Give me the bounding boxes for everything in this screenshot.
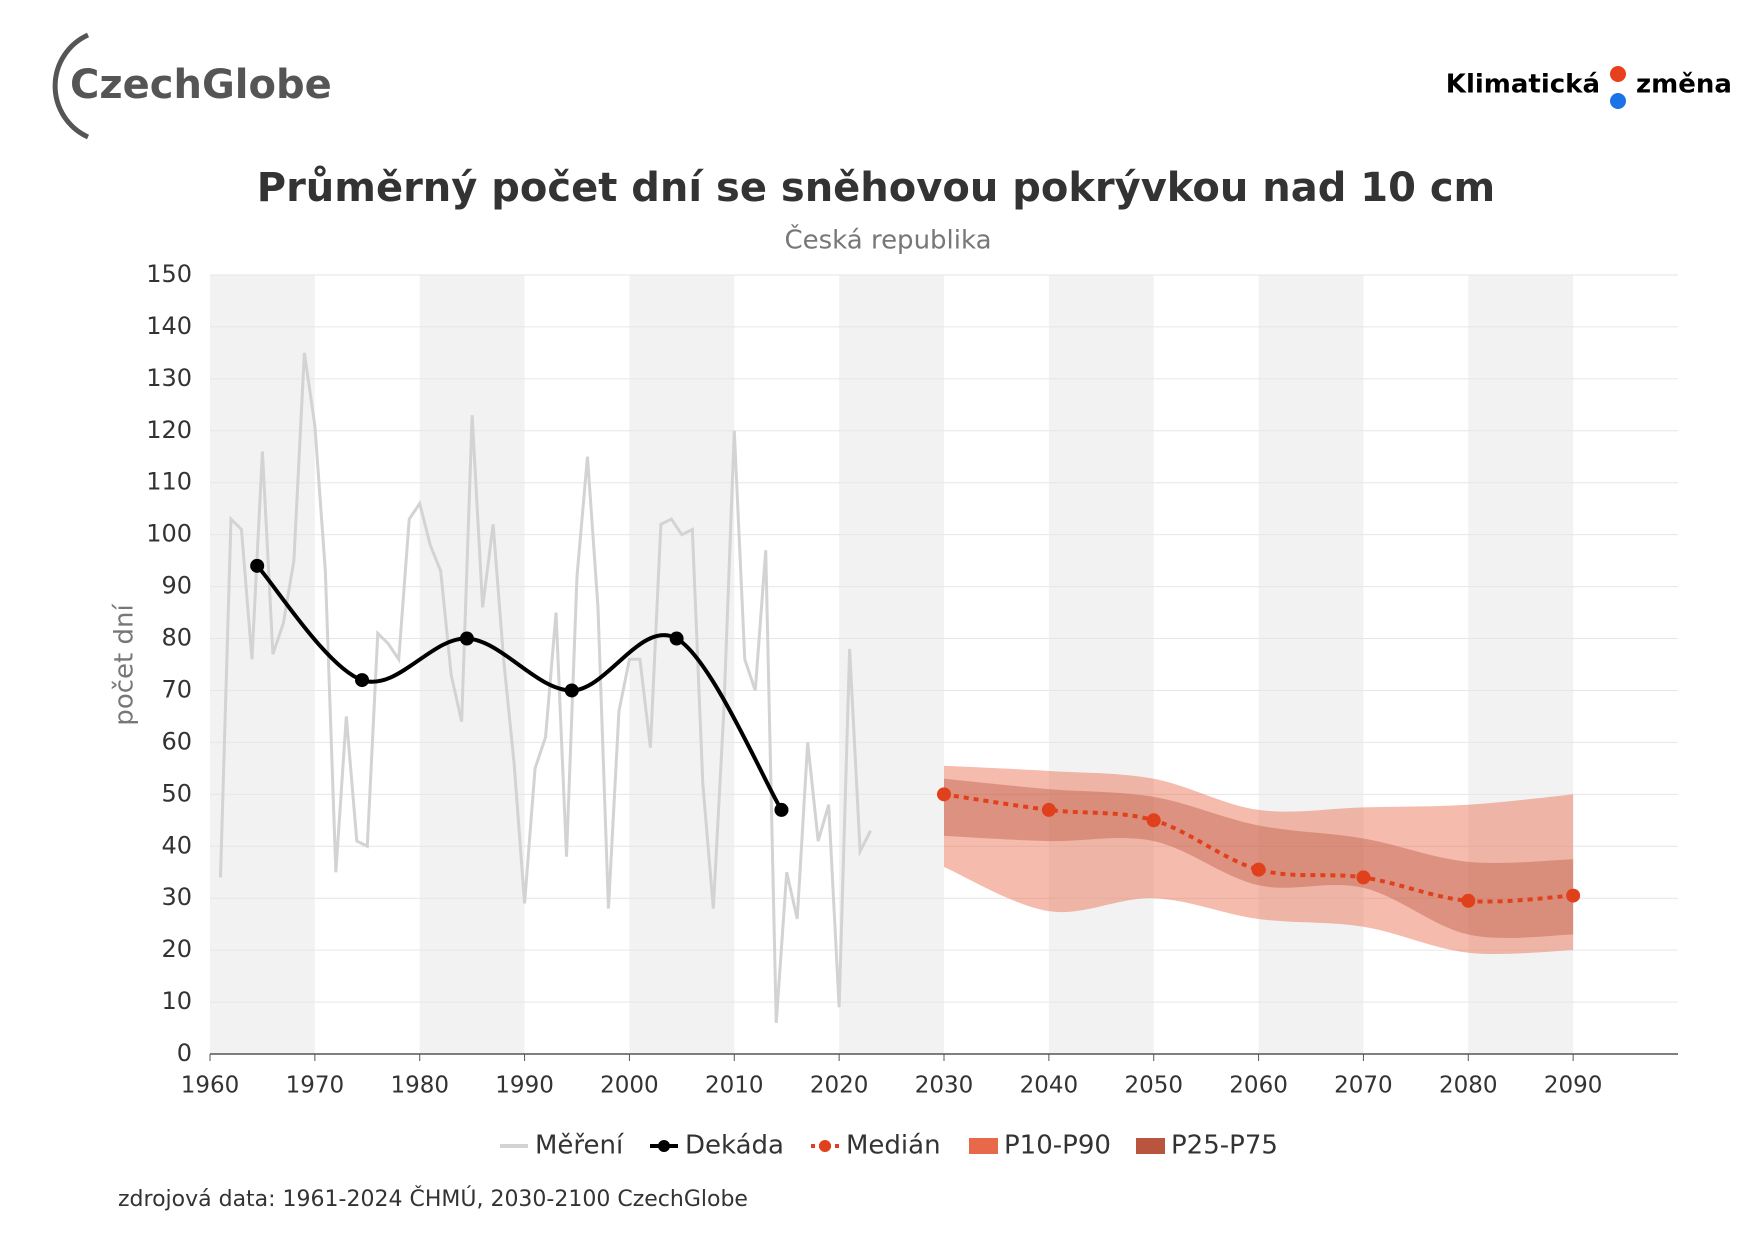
point (1461, 893, 1476, 908)
series-line (218, 352, 872, 1023)
y-tick-label: 110 (146, 468, 192, 496)
x-tick-label: 2090 (1544, 1073, 1603, 1099)
legend-swatch (969, 1138, 998, 1154)
y-tick-label: 130 (146, 364, 192, 392)
chart-title: Průměrný počet dní se sněhovou pokrývkou… (257, 164, 1495, 211)
band-area (944, 778, 1574, 939)
source-note: zdrojová data: 1961-2024 ČHMÚ, 2030-2100… (118, 1186, 748, 1212)
x-tick-label: 2010 (705, 1073, 764, 1099)
legend-label: P10-P90 (1004, 1131, 1111, 1161)
y-tick-label: 70 (161, 675, 192, 703)
point (459, 631, 474, 646)
brand-drop-blue (1610, 93, 1626, 109)
y-tick-label: 20 (161, 935, 192, 963)
y-tick-label: 80 (161, 624, 192, 652)
x-tick-label: 2000 (600, 1073, 659, 1099)
point (1251, 862, 1266, 877)
y-tick-label: 150 (146, 260, 192, 288)
x-tick-label: 1970 (286, 1073, 345, 1099)
decade-shade (419, 275, 525, 1054)
legend-label: Dekáda (685, 1131, 784, 1161)
x-tick-label: 1980 (390, 1073, 449, 1099)
point (937, 787, 951, 802)
brand-right: změna (1636, 70, 1732, 100)
point (1041, 802, 1056, 817)
y-tick-label: 90 (161, 572, 192, 600)
legend-label: P25-P75 (1171, 1131, 1278, 1161)
x-tick-label: 2050 (1124, 1073, 1183, 1099)
legend-marker (658, 1140, 670, 1152)
point (1566, 888, 1581, 903)
x-tick-label: 2020 (810, 1073, 869, 1099)
x-tick-label: 2030 (915, 1073, 974, 1099)
brand-left: Klimatická (1446, 70, 1600, 100)
y-tick-label: 60 (161, 727, 192, 755)
logo-arc (52, 32, 90, 140)
x-tick-label: 1990 (495, 1073, 554, 1099)
decade-shade (1258, 275, 1364, 1054)
y-tick-label: 10 (161, 987, 192, 1015)
legend-label: Medián (846, 1131, 941, 1161)
y-tick-label: 0 (177, 1039, 192, 1067)
point (355, 673, 370, 688)
y-tick-label: 40 (161, 831, 192, 859)
point (1146, 813, 1161, 828)
decade-shade (839, 275, 944, 1054)
legend-marker (819, 1140, 831, 1152)
decade-shade (1468, 275, 1574, 1054)
x-tick-label: 2040 (1020, 1073, 1079, 1099)
x-tick-label: 1960 (181, 1073, 240, 1099)
y-tick-label: 140 (146, 312, 192, 340)
x-tick-label: 2060 (1229, 1073, 1288, 1099)
point (669, 631, 684, 646)
y-tick-label: 100 (146, 520, 192, 548)
band-area (944, 765, 1574, 955)
brand-drop-red (1610, 66, 1626, 82)
point (564, 683, 579, 698)
legend-label: Měření (535, 1131, 624, 1161)
y-axis-label: počet dní (110, 604, 140, 726)
x-tick-label: 2080 (1439, 1073, 1498, 1099)
point (774, 802, 789, 817)
y-tick-label: 50 (161, 779, 192, 807)
y-tick-label: 120 (146, 416, 192, 444)
legend-swatch (1136, 1138, 1165, 1154)
chart-subtitle: Česká republika (784, 224, 991, 256)
decade-shade (629, 275, 735, 1054)
logo-text: CzechGlobe (70, 62, 332, 108)
decade-shade (1048, 275, 1154, 1054)
point (250, 558, 265, 573)
point (1356, 870, 1371, 885)
y-tick-label: 30 (161, 883, 192, 911)
x-tick-label: 2070 (1334, 1073, 1393, 1099)
series-line (255, 564, 784, 811)
